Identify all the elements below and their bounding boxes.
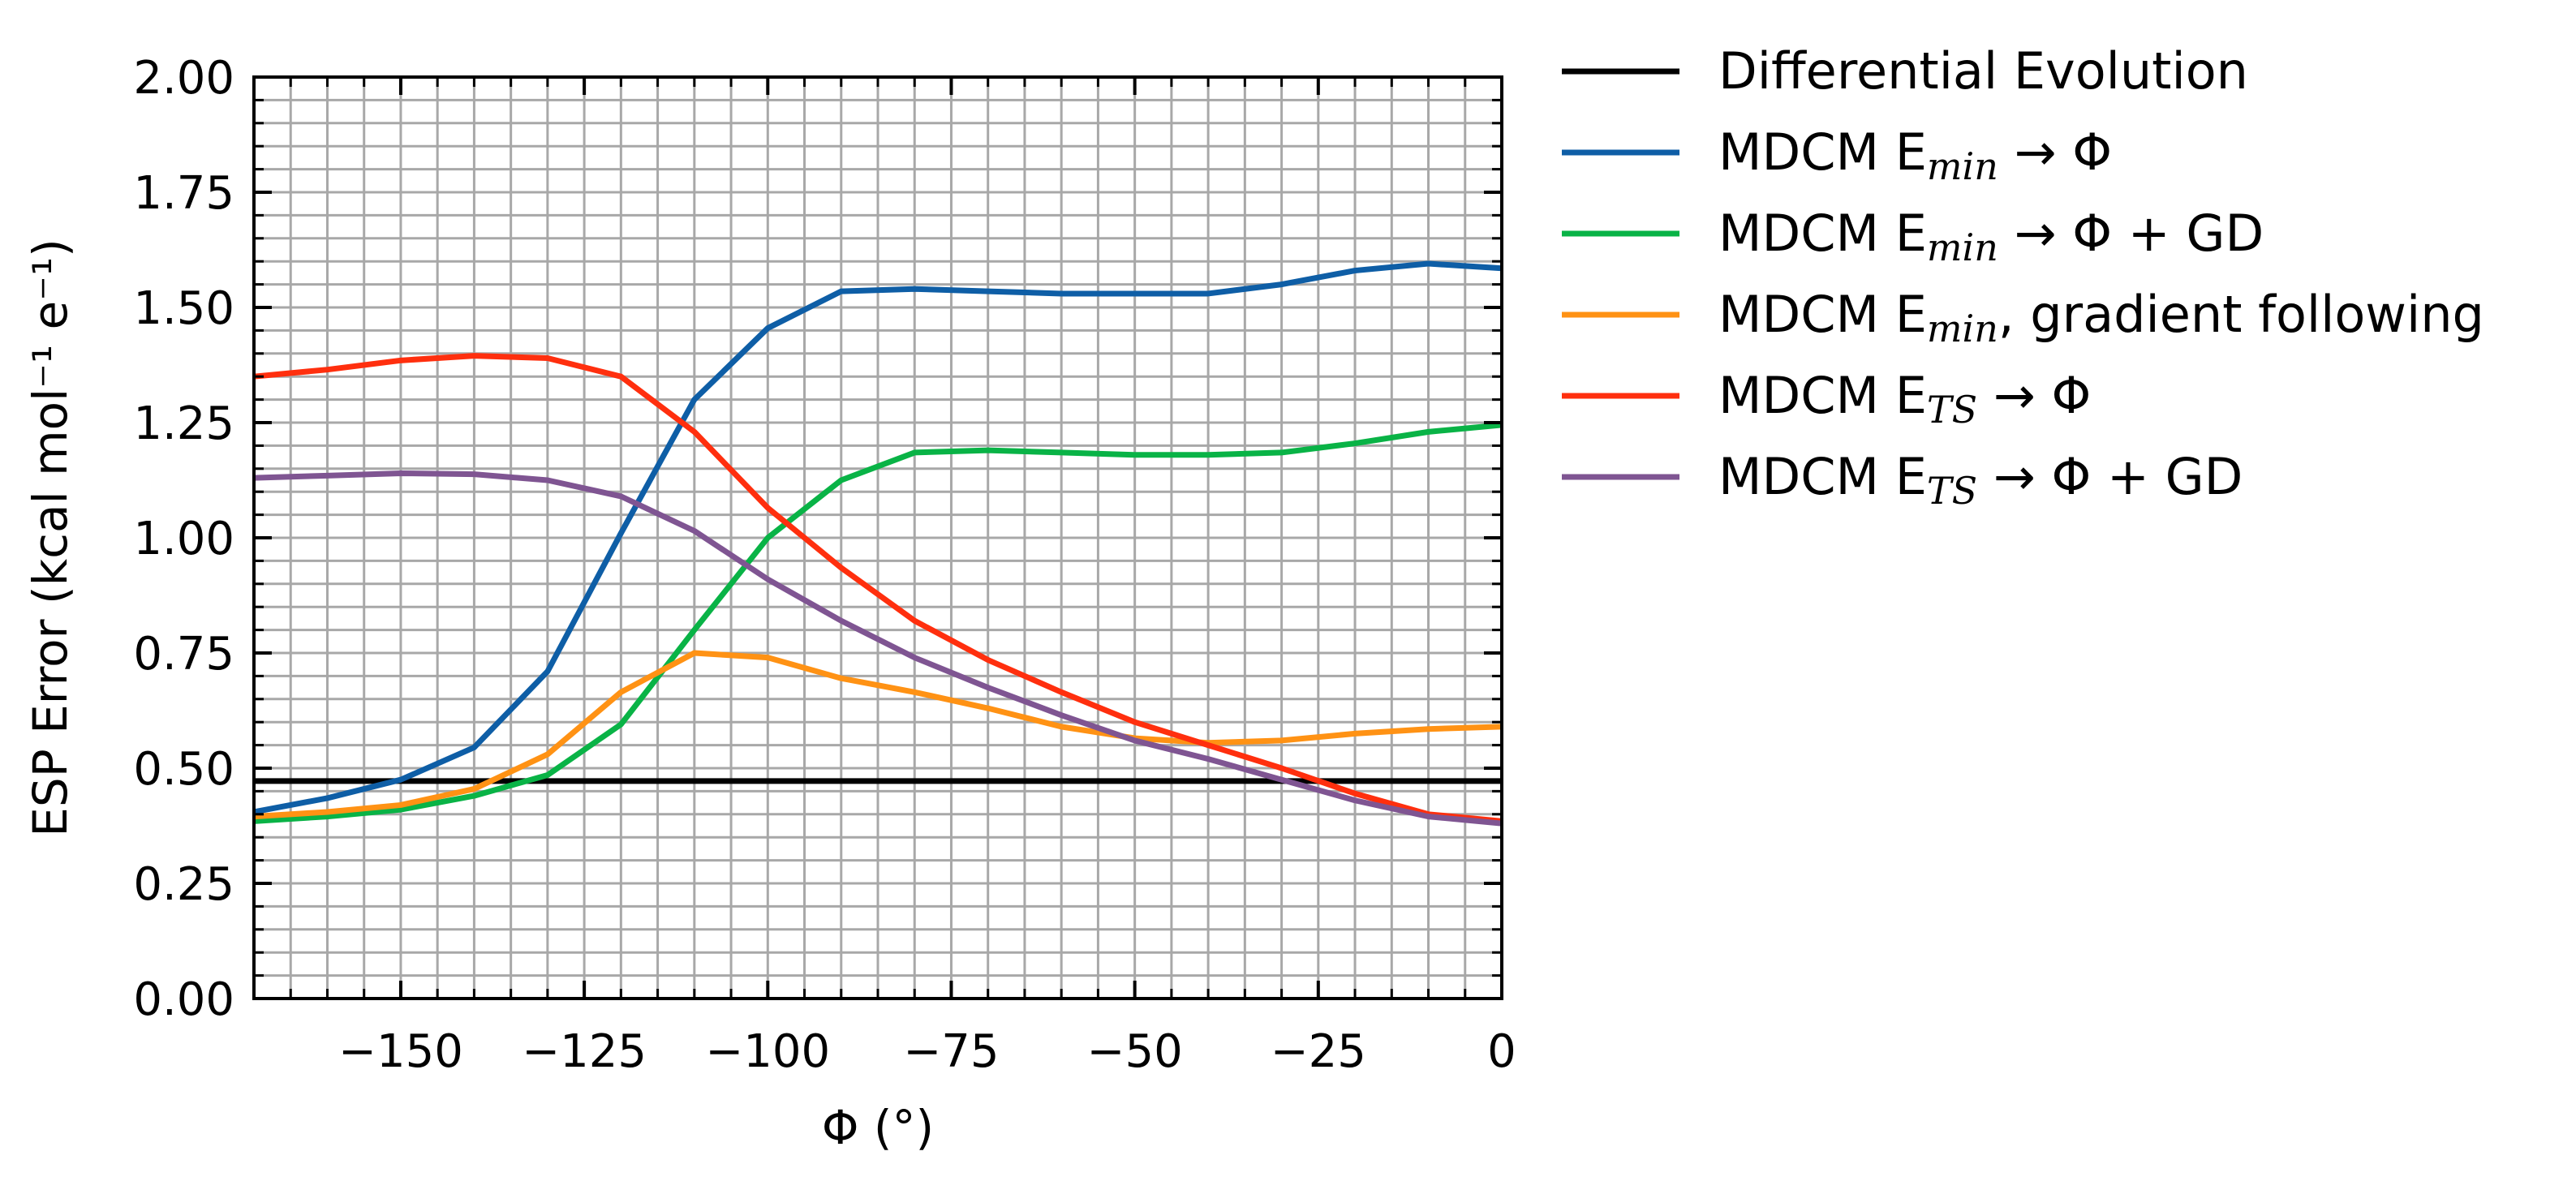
x-tick-label: −100 bbox=[705, 1025, 830, 1078]
legend-label-2: MDCM Emin → Φ + GD bbox=[1718, 204, 2264, 269]
legend: Differential Evolution MDCM Emin → Φ MDCM … bbox=[1562, 41, 2484, 513]
series-line-3 bbox=[253, 650, 1503, 820]
legend-label-3: MDCM Emin, gradient following bbox=[1718, 285, 2484, 350]
y-tick-label: 1.75 bbox=[133, 167, 234, 220]
y-tick-label: 0.50 bbox=[133, 743, 234, 796]
series-line-2 bbox=[253, 422, 1503, 824]
y-tick-label: 0.75 bbox=[133, 628, 234, 681]
legend-label-1: MDCM Emin → Φ bbox=[1718, 122, 2112, 188]
x-tick-label: −50 bbox=[1087, 1025, 1183, 1078]
y-tick-label: 0.00 bbox=[133, 973, 234, 1026]
y-tick-label: 1.25 bbox=[133, 397, 234, 450]
plot-frame bbox=[252, 75, 1503, 1000]
legend-label-0: Differential Evolution bbox=[1718, 41, 2248, 101]
grid bbox=[252, 75, 1503, 1000]
x-tick-label: −125 bbox=[522, 1025, 647, 1078]
x-tick-label: −150 bbox=[338, 1025, 463, 1078]
y-tick-label: 1.00 bbox=[133, 513, 234, 565]
series-lines bbox=[253, 260, 1503, 827]
series-line-5 bbox=[253, 470, 1503, 827]
series-line-4 bbox=[253, 353, 1503, 824]
legend-label-5: MDCM ETS → Φ + GD bbox=[1718, 447, 2243, 513]
y-tick-label: 1.50 bbox=[133, 282, 234, 335]
x-axis-label: Φ (°) bbox=[822, 1100, 934, 1155]
y-tick-label: 0.25 bbox=[133, 858, 234, 911]
x-tick-label: −25 bbox=[1271, 1025, 1366, 1078]
tick-labels: −150 −125 −100 −75 −50 −25 0 0.00 0.25 0.50 0.75 1.… bbox=[133, 52, 1516, 1078]
legend-label-4: MDCM ETS → Φ bbox=[1718, 366, 2091, 432]
y-axis-label: ESP Error (kcal mol⁻¹ e⁻¹) bbox=[23, 238, 78, 836]
series-line-1 bbox=[253, 260, 1503, 815]
x-tick-label: 0 bbox=[1487, 1025, 1516, 1078]
y-tick-label: 2.00 bbox=[133, 52, 234, 105]
x-tick-label: −75 bbox=[903, 1025, 999, 1078]
